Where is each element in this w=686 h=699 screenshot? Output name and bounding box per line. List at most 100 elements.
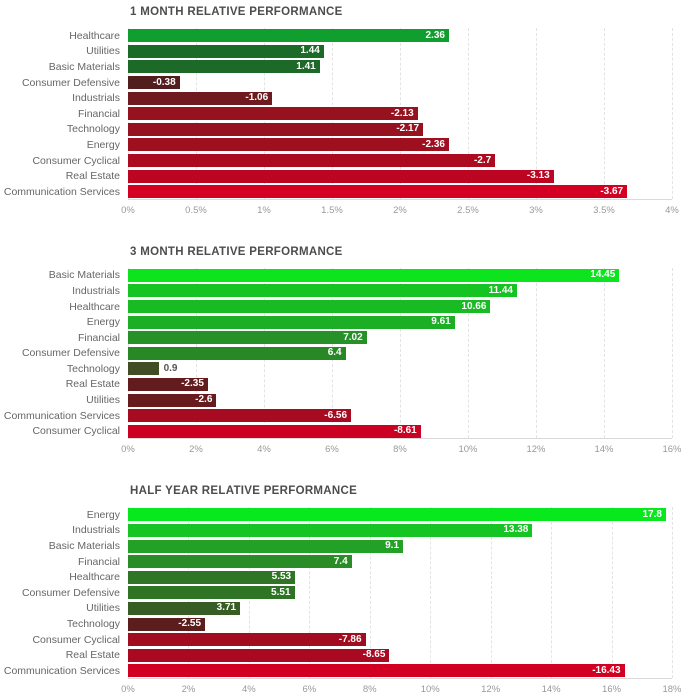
- bar: 5.51: [128, 586, 295, 600]
- gridline: [604, 28, 605, 199]
- category-label: Industrials: [72, 284, 120, 297]
- x-axis-tick-label: 0%: [121, 683, 135, 695]
- bar-value-label: 5.51: [271, 586, 291, 598]
- bar-value-label: -8.65: [362, 649, 386, 661]
- chart-row: Energy 17.8: [0, 507, 686, 523]
- category-label: Basic Materials: [48, 60, 120, 73]
- chart-1-month-relative-performance: 1 MONTH RELATIVE PERFORMANCE Healthcare 2…: [0, 0, 686, 222]
- category-label: Financial: [77, 107, 120, 120]
- bar-track: 17.8: [128, 508, 672, 522]
- chart-row: Energy 9.61: [0, 314, 686, 330]
- bar: 7.02: [128, 331, 367, 345]
- bar: 17.8: [128, 508, 666, 522]
- bar-track: -2.35: [128, 377, 672, 391]
- gridline: [604, 267, 605, 439]
- chart-row: Industrials 13.38: [0, 523, 686, 539]
- bar-track: -8.61: [128, 424, 672, 438]
- category-label: Healthcare: [69, 571, 120, 584]
- chart-half-year-relative-performance: HALF YEAR RELATIVE PERFORMANCE Energy 17.…: [0, 479, 686, 699]
- bar: [128, 362, 159, 376]
- category-label: Healthcare: [69, 300, 120, 313]
- category-label: Energy: [86, 138, 120, 151]
- chart-row: Healthcare 5.53: [0, 569, 686, 585]
- bar-track: -6.56: [128, 409, 672, 423]
- chart-row: Technology -2.17: [0, 122, 686, 138]
- bar-value-label: -7.86: [338, 633, 362, 645]
- x-axis-tick-label: 8%: [393, 444, 407, 456]
- gridline: [400, 267, 401, 439]
- gridline: [672, 28, 673, 199]
- category-label: Consumer Cyclical: [32, 633, 120, 646]
- x-axis: 0% 2% 4% 6% 8% 10% 12% 14% 16% 18%: [121, 679, 681, 699]
- bar: -3.67: [128, 185, 628, 199]
- x-axis-tick-label: 6%: [302, 683, 317, 695]
- chart-body: Energy 17.8 Industrials 13.38 Basic Material…: [0, 507, 686, 699]
- gridline: [611, 507, 613, 678]
- gridline: [309, 507, 311, 678]
- chart-row: Financial 7.02: [0, 330, 686, 346]
- x-axis-tick-label: 0%: [121, 444, 135, 456]
- x-axis-tick-label: 12%: [526, 444, 546, 456]
- bar-value-label: 1.44: [300, 45, 320, 57]
- category-label: Technology: [66, 362, 120, 375]
- category-label: Utilities: [86, 602, 120, 615]
- bar: 2.36: [128, 29, 449, 43]
- chart-row: Basic Materials 1.41: [0, 59, 686, 75]
- chart-row: Utilities 1.44: [0, 44, 686, 60]
- x-axis-tick-label: 16%: [662, 444, 682, 456]
- x-axis-tick-label: 10%: [420, 683, 440, 695]
- bar: 11.44: [128, 284, 517, 298]
- category-label: Consumer Cyclical: [32, 154, 120, 167]
- category-label: Communication Services: [3, 185, 120, 198]
- bar-track: -3.13: [128, 169, 672, 183]
- bar: -8.61: [128, 424, 421, 438]
- x-axis-tick-label: 4%: [257, 444, 271, 456]
- chart-row: Industrials -1.06: [0, 90, 686, 106]
- bar-value-label: 10.66: [461, 300, 487, 312]
- bar-value-label: 3.71: [216, 602, 237, 614]
- bar: 7.4: [128, 555, 352, 569]
- bar: -8.65: [128, 648, 390, 662]
- chart-row: Consumer Defensive 5.51: [0, 585, 686, 601]
- bar: 10.66: [128, 300, 491, 314]
- bar-track: -16.43: [128, 664, 672, 678]
- category-label: Utilities: [86, 45, 120, 58]
- bar: 5.53: [128, 570, 296, 584]
- category-label: Energy: [86, 508, 120, 521]
- chart-row: Consumer Defensive 6.4: [0, 346, 686, 362]
- category-label: Communication Services: [3, 409, 120, 422]
- bar-value-label: 17.8: [642, 508, 662, 520]
- chart-row: Basic Materials 9.1: [0, 538, 686, 554]
- category-label: Technology: [66, 618, 120, 631]
- x-axis-tick-label: 0%: [121, 204, 135, 216]
- chart-row: Financial -2.13: [0, 106, 686, 122]
- chart-row: Real Estate -2.35: [0, 377, 686, 393]
- bar-track: 9.61: [128, 315, 672, 329]
- bar-value-label: 5.53: [271, 571, 292, 583]
- bar-track: -2.36: [128, 138, 672, 152]
- bar-value-label: -3.13: [526, 170, 550, 182]
- bar-track: 0.9: [128, 362, 672, 376]
- bar-value-label: -2.35: [181, 378, 204, 390]
- chart-row: Energy -2.36: [0, 137, 686, 153]
- bar: -2.17: [128, 122, 424, 136]
- bar: -2.36: [128, 138, 449, 152]
- bar-track: 5.53: [128, 570, 672, 584]
- bar: -2.6: [128, 393, 217, 407]
- x-axis-tick-label: 16%: [602, 683, 622, 695]
- category-label: Financial: [77, 331, 120, 344]
- bar: -3.13: [128, 169, 554, 183]
- bar-track: -8.65: [128, 648, 672, 662]
- x-axis-tick-label: 4%: [665, 204, 679, 216]
- bar-track: 7.4: [128, 555, 672, 569]
- x-axis-tick-label: 14%: [594, 444, 614, 456]
- bar-track: 1.44: [128, 44, 672, 58]
- bar-value-label: -2.55: [178, 618, 202, 630]
- category-label: Communication Services: [3, 664, 120, 677]
- gridline: [369, 507, 371, 678]
- bar-track: -2.13: [128, 107, 672, 121]
- category-label: Financial: [77, 555, 120, 568]
- chart-row: Financial 7.4: [0, 554, 686, 570]
- x-axis-tick-label: 3%: [529, 204, 543, 216]
- chart-title: 3 MONTH RELATIVE PERFORMANCE: [130, 245, 343, 258]
